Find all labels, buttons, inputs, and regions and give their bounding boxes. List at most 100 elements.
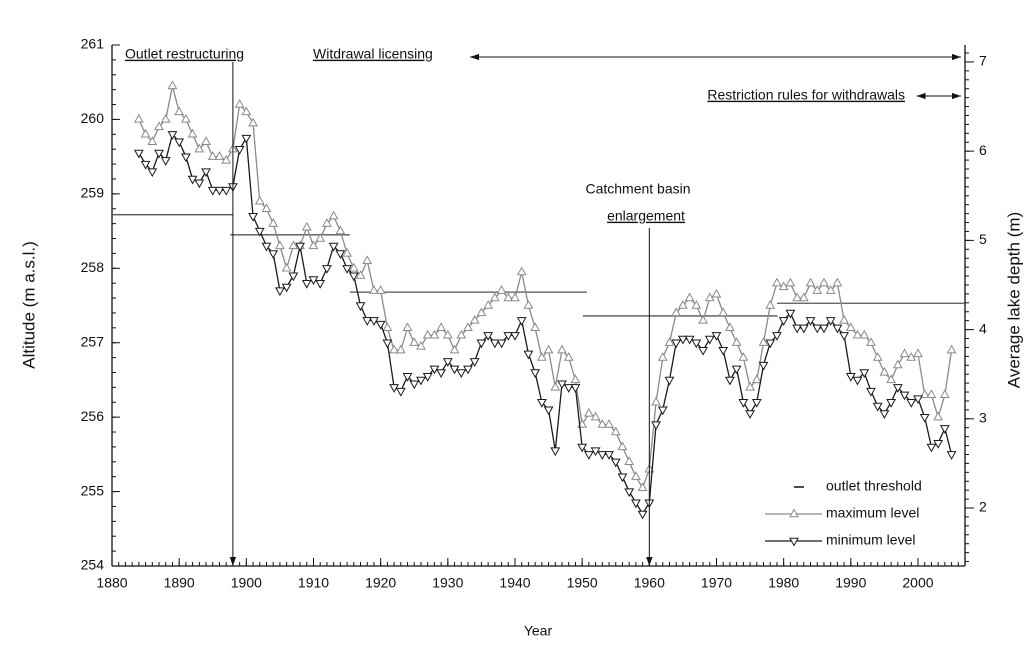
data-point (328, 242, 339, 252)
data-point (241, 134, 252, 144)
data-point (469, 314, 480, 324)
data-point (563, 352, 574, 361)
data-point (651, 421, 661, 431)
data-point (489, 292, 500, 302)
data-point (557, 344, 567, 354)
data-point (436, 369, 447, 379)
x-tick-label: 1990 (835, 575, 866, 591)
y-tick-label: 258 (81, 259, 105, 275)
data-point (852, 329, 863, 339)
data-point (711, 288, 722, 298)
x-tick-label: 1940 (499, 575, 530, 591)
annotation: enlargement (607, 208, 685, 224)
data-point (241, 106, 252, 116)
data-point (919, 413, 930, 423)
data-point (604, 419, 614, 428)
data-point (496, 339, 507, 349)
data-point (523, 350, 534, 360)
data-point (758, 337, 769, 346)
x-tick-label: 1930 (432, 575, 463, 591)
data-point (355, 302, 366, 312)
data-point (859, 369, 870, 379)
data-point (315, 232, 326, 242)
data-point (214, 186, 225, 196)
data-point (798, 292, 809, 302)
data-point (798, 324, 809, 334)
data-point (765, 339, 776, 349)
y2-tick-label: 7 (979, 53, 987, 69)
data-point (819, 277, 829, 287)
data-point (785, 277, 796, 287)
data-point (295, 242, 305, 252)
data-point (731, 337, 742, 346)
data-point (268, 250, 279, 259)
data-point (691, 339, 702, 349)
data-point (550, 447, 561, 457)
data-point (248, 117, 258, 127)
data-point (913, 348, 923, 358)
data-point (812, 285, 823, 294)
y2-tick-label: 2 (979, 499, 987, 515)
data-point (859, 329, 870, 339)
data-point (617, 473, 628, 483)
data-point (402, 373, 413, 382)
data-point (375, 320, 386, 330)
data-point (839, 332, 850, 341)
y2-tick-label: 3 (979, 410, 987, 426)
data-point (651, 396, 661, 406)
data-point (308, 240, 319, 250)
data-point (315, 279, 326, 289)
y-tick-label: 255 (81, 482, 105, 498)
data-point (678, 299, 688, 309)
x-tick-label: 1910 (298, 575, 329, 591)
data-point (133, 113, 144, 123)
data-point (261, 203, 272, 212)
data-point (194, 179, 205, 189)
annotation: Restriction rules for withdrawals (707, 87, 905, 103)
x-tick-label: 1970 (701, 575, 732, 591)
data-point (523, 299, 534, 309)
data-point (348, 272, 359, 282)
data-point (751, 374, 762, 384)
data-point (550, 381, 561, 391)
data-point (409, 337, 420, 346)
data-point (389, 344, 400, 354)
data-point (187, 128, 198, 138)
data-point (154, 121, 164, 131)
data-point (933, 439, 944, 449)
data-point (745, 410, 755, 419)
data-point (825, 317, 836, 326)
data-point (738, 352, 749, 361)
data-point (463, 322, 473, 332)
data-point (476, 339, 487, 349)
data-point (221, 186, 232, 196)
data-point (866, 337, 876, 346)
legend-label: maximum level (826, 505, 919, 521)
data-point (160, 157, 171, 166)
data-point (624, 456, 635, 465)
data-point (664, 337, 675, 346)
data-point (745, 381, 755, 391)
data-point (731, 365, 742, 375)
data-point (416, 376, 426, 386)
data-point (174, 106, 185, 116)
y-tick-label: 256 (81, 408, 105, 424)
data-point (637, 510, 648, 520)
data-point (409, 380, 420, 390)
data-point (442, 329, 453, 339)
data-point (335, 250, 346, 259)
annotation: Outlet restructuring (125, 46, 244, 62)
data-point (288, 240, 299, 250)
data-point (342, 247, 352, 257)
data-point (301, 221, 312, 231)
data-point (684, 292, 695, 302)
data-point (543, 344, 554, 354)
data-point (355, 270, 366, 279)
data-point (147, 136, 158, 145)
data-point (322, 218, 332, 227)
data-point (704, 335, 715, 345)
data-point (301, 279, 312, 289)
data-point (275, 240, 285, 250)
data-point (630, 499, 641, 509)
data-point (456, 369, 467, 379)
